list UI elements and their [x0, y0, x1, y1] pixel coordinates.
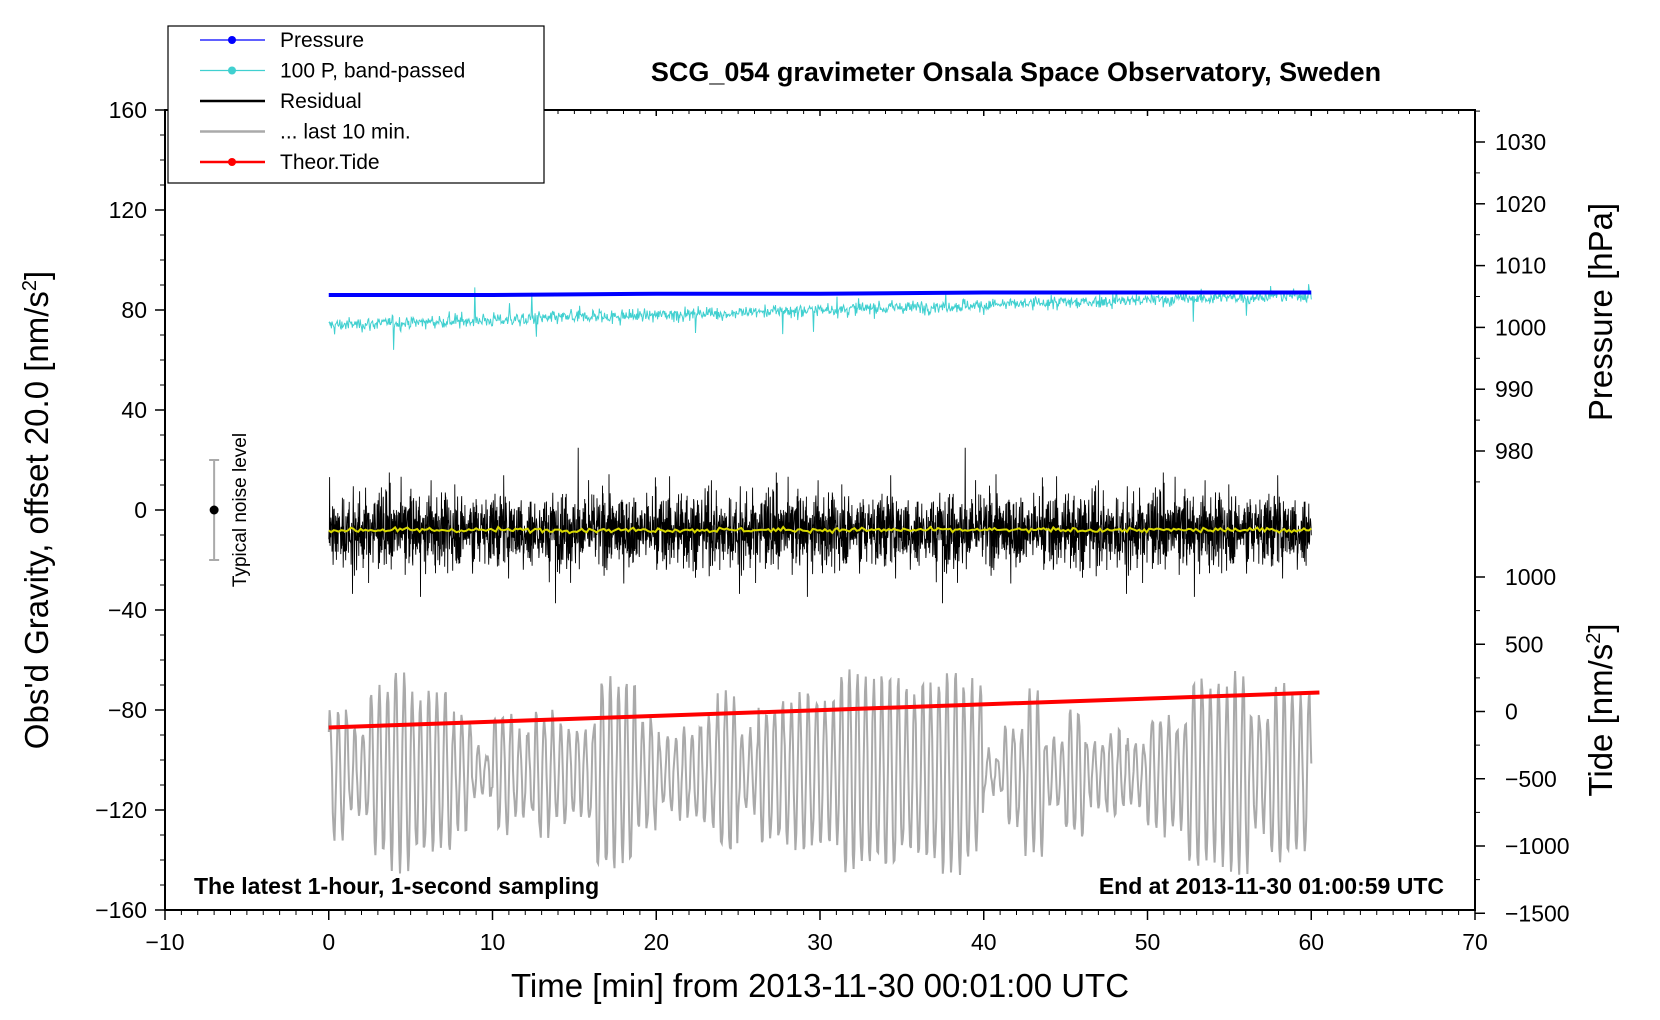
- pressure-axis-title: Pressure [hPa]: [1582, 203, 1619, 421]
- pressure-line: [328, 290, 1312, 297]
- x-tick-label: 40: [971, 929, 997, 955]
- y-left-tick-label: 80: [121, 297, 147, 323]
- legend-item: Residual: [200, 90, 362, 113]
- tide-tick-label: −1500: [1505, 900, 1570, 926]
- legend-item: Theor.Tide: [200, 151, 380, 174]
- x-tick-label: 70: [1462, 929, 1488, 955]
- last-10-min-line: [327, 669, 1313, 876]
- x-tick-label: 10: [480, 929, 506, 955]
- chart-title: SCG_054 gravimeter Onsala Space Observat…: [651, 57, 1381, 87]
- x-tick-label: 0: [322, 929, 335, 955]
- y-axis-left-title-main: Obs'd Gravity, offset 20.0 [nm/s: [18, 291, 55, 749]
- legend-label: Pressure: [280, 29, 364, 52]
- y-left-tick-label: −40: [108, 597, 147, 623]
- x-tick-label: −10: [145, 929, 184, 955]
- tide-tick-label: 500: [1505, 631, 1543, 657]
- noise-bar: Typical noise level: [209, 433, 251, 587]
- end-time-note: End at 2013-11-30 01:00:59 UTC: [1099, 873, 1444, 899]
- legend: Pressure 100 P, band-passed Residual ... la…: [167, 25, 545, 184]
- legend-label: Theor.Tide: [280, 151, 380, 174]
- tide-axis-title: Tide [nm/s2]: [1582, 623, 1619, 796]
- legend-item: ... last 10 min.: [200, 121, 411, 144]
- tide-axis-title-end: ]: [1582, 623, 1619, 632]
- theoretical-tide-line: [328, 690, 1320, 730]
- legend-label: ... last 10 min.: [280, 121, 411, 144]
- noise-bar-dot: [209, 505, 219, 515]
- tide-axis-title-main: Tide [nm/s: [1582, 644, 1619, 797]
- legend-label: Residual: [280, 90, 362, 113]
- pressure-tick-label: 1020: [1495, 191, 1546, 217]
- pressure-tick-label: 990: [1495, 376, 1533, 402]
- y-left-tick-label: −160: [95, 897, 147, 923]
- y-axis-left-title: Obs'd Gravity, offset 20.0 [nm/s2]: [18, 271, 55, 749]
- tide-tick-label: −1000: [1505, 833, 1570, 859]
- legend-swatch-marker: [228, 158, 236, 166]
- y-left-tick-label: −80: [108, 697, 147, 723]
- noise-bar-label: Typical noise level: [230, 433, 251, 587]
- y-left-tick-label: 40: [121, 397, 147, 423]
- x-tick-label: 30: [807, 929, 833, 955]
- legend-item: Pressure: [200, 29, 364, 52]
- legend-label: 100 P, band-passed: [280, 60, 465, 83]
- tide-tick-label: 0: [1505, 699, 1518, 725]
- y-left-tick-label: 120: [109, 197, 147, 223]
- y-left-tick-label: −120: [95, 797, 147, 823]
- bandpassed-pressure-line: [328, 284, 1312, 350]
- y-axis-left-title-sup: 2: [19, 280, 41, 291]
- pressure-tick-label: 1030: [1495, 129, 1546, 155]
- x-tick-label: 50: [1135, 929, 1161, 955]
- legend-item: 100 P, band-passed: [200, 60, 465, 83]
- residual-line: [328, 447, 1312, 604]
- x-axis-title: Time [min] from 2013-11-30 00:01:00 UTC: [511, 967, 1129, 1004]
- legend-items: Pressure 100 P, band-passed Residual ... la…: [200, 29, 465, 174]
- x-tick-label: 60: [1298, 929, 1324, 955]
- mean-line: [328, 525, 1312, 535]
- sampling-note: The latest 1-hour, 1-second sampling: [194, 873, 599, 899]
- pressure-tick-label: 1000: [1495, 314, 1546, 340]
- y-left-tick-label: 160: [109, 97, 147, 123]
- x-tick-label: 20: [643, 929, 669, 955]
- legend-swatch-marker: [228, 66, 236, 75]
- tide-tick-label: 1000: [1505, 564, 1556, 590]
- tide-axis-title-sup: 2: [1583, 633, 1605, 644]
- ticks-layer: −10 0 10 20 30 40 50 60 70−160−120−80−4004080120…: [95, 97, 1569, 955]
- pressure-tick-label: 1010: [1495, 253, 1546, 279]
- series-layer: [327, 284, 1320, 876]
- y-axis-left-title-end: ]: [18, 271, 55, 280]
- pressure-tick-label: 980: [1495, 438, 1533, 464]
- legend-swatch-marker: [228, 36, 236, 44]
- tide-tick-label: −500: [1505, 766, 1557, 792]
- legend-box: [167, 25, 545, 184]
- y-left-tick-label: 0: [134, 497, 147, 523]
